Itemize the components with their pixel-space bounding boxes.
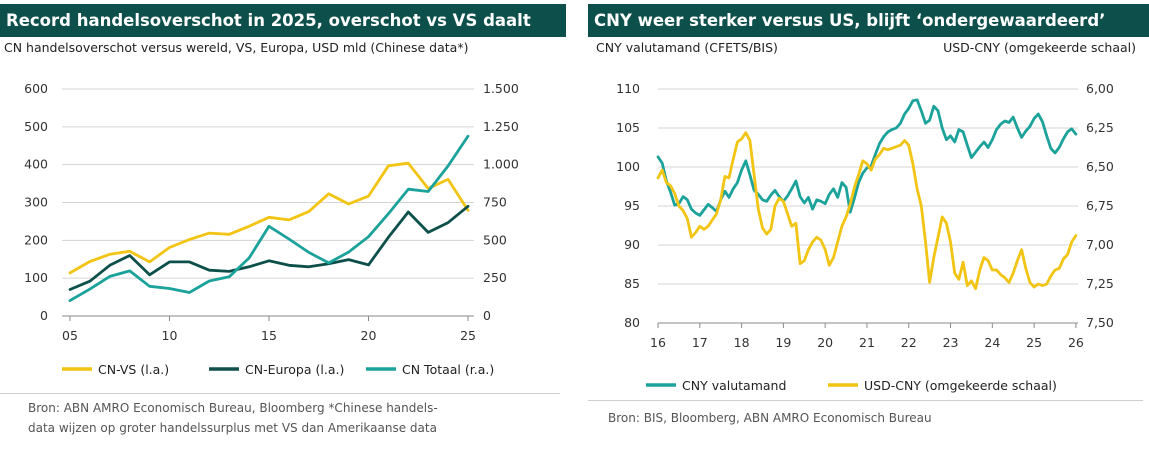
y-tick-label: 95 <box>624 198 640 213</box>
series-line-cny-valutamand <box>656 98 1078 217</box>
y2-tick-label: 6,75 <box>1086 198 1114 213</box>
x-tick-label: 25 <box>1026 335 1042 350</box>
legend-label: CN-Europa (l.a.) <box>245 362 344 377</box>
y-tick-label: 0 <box>40 308 48 323</box>
y-tick-label: 600 <box>24 81 48 96</box>
y2-tick-label: 1.000 <box>483 157 519 172</box>
source-line-2: data wijzen op groter handelssurplus met… <box>28 421 437 435</box>
y2-tick-label: 1.250 <box>483 119 519 134</box>
chart-subtitle: CN handelsoverschot versus wereld, VS, E… <box>4 40 469 55</box>
y2-tick-label: 7,50 <box>1086 315 1114 330</box>
y-tick-label: 100 <box>616 159 640 174</box>
x-tick-label: 23 <box>943 335 959 350</box>
x-tick-label: 20 <box>361 328 377 343</box>
series-line-usd-cny-omgekeerde-schaal <box>656 131 1078 291</box>
x-tick-label: 16 <box>650 335 666 350</box>
legend-label: CN Totaal (r.a.) <box>402 362 494 377</box>
x-tick-label: 15 <box>261 328 277 343</box>
y2-tick-label: 7,00 <box>1086 237 1114 252</box>
y-tick-label: 90 <box>624 237 640 252</box>
y-tick-label: 500 <box>24 119 48 134</box>
y2-tick-label: 750 <box>483 195 507 210</box>
y2-tick-label: 6,50 <box>1086 159 1114 174</box>
x-tick-label: 25 <box>460 328 476 343</box>
x-tick-label: 10 <box>162 328 178 343</box>
x-tick-label: 18 <box>734 335 750 350</box>
legend-label: CNY valutamand <box>682 378 786 393</box>
divider <box>0 393 560 394</box>
y-tick-label: 100 <box>24 270 48 285</box>
y2-tick-label: 6,00 <box>1086 81 1114 96</box>
legend-label: CN-VS (l.a.) <box>98 362 169 377</box>
x-tick-label: 17 <box>692 335 708 350</box>
y2-tick-label: 0 <box>483 308 491 323</box>
chart-subtitle-right: USD-CNY (omgekeerde schaal) <box>943 40 1136 55</box>
y2-tick-label: 1.500 <box>483 81 519 96</box>
y-tick-label: 300 <box>24 195 48 210</box>
x-tick-label: 24 <box>984 335 1000 350</box>
divider <box>588 400 1143 401</box>
y2-tick-label: 250 <box>483 270 507 285</box>
cny-chart: 80 85 90 95 100 105 110 6,00 6,25 6,50 6,75 7,00 7,2… <box>616 81 1114 393</box>
x-tick-label: 21 <box>859 335 875 350</box>
y2-tick-label: 500 <box>483 232 507 247</box>
x-tick-label: 26 <box>1068 335 1084 350</box>
chart-subtitle-left: CNY valutamand (CFETS/BIS) <box>596 40 778 55</box>
y2-tick-label: 6,25 <box>1086 120 1114 135</box>
chart-title: CNY weer sterker versus US, blijft ‘onde… <box>588 4 1149 37</box>
series-line-cn-europa-l-a <box>68 204 470 291</box>
y2-tick-label: 7,25 <box>1086 276 1114 291</box>
source-line-1: Bron: BIS, Bloomberg, ABN AMRO Economisc… <box>608 411 932 425</box>
y-tick-label: 105 <box>616 120 640 135</box>
y-tick-label: 200 <box>24 232 48 247</box>
chart-panel-cny: CNY weer sterker versus US, blijft ‘onde… <box>588 0 1149 450</box>
y-tick-label: 400 <box>24 157 48 172</box>
series-line-cn-vs-l-a <box>68 161 470 275</box>
y-tick-label: 85 <box>624 276 640 291</box>
x-tick-label: 22 <box>901 335 917 350</box>
legend-label: USD-CNY (omgekeerde schaal) <box>864 378 1057 393</box>
chart-panel-trade-surplus: Record handelsoverschot in 2025, oversch… <box>0 0 566 450</box>
chart-title: Record handelsoverschot in 2025, oversch… <box>0 4 566 37</box>
source-line-1: Bron: ABN AMRO Economisch Bureau, Bloomb… <box>28 401 438 415</box>
series-line-cn-totaal-r-a <box>68 134 470 303</box>
x-tick-label: 05 <box>62 328 78 343</box>
y-tick-label: 110 <box>616 81 640 96</box>
trade-surplus-chart: 0 100 200 300 400 500 600 0 250 500 750 1.000 1.250 1… <box>24 81 519 377</box>
y-tick-label: 80 <box>624 315 640 330</box>
x-tick-label: 19 <box>775 335 791 350</box>
x-tick-label: 20 <box>817 335 833 350</box>
